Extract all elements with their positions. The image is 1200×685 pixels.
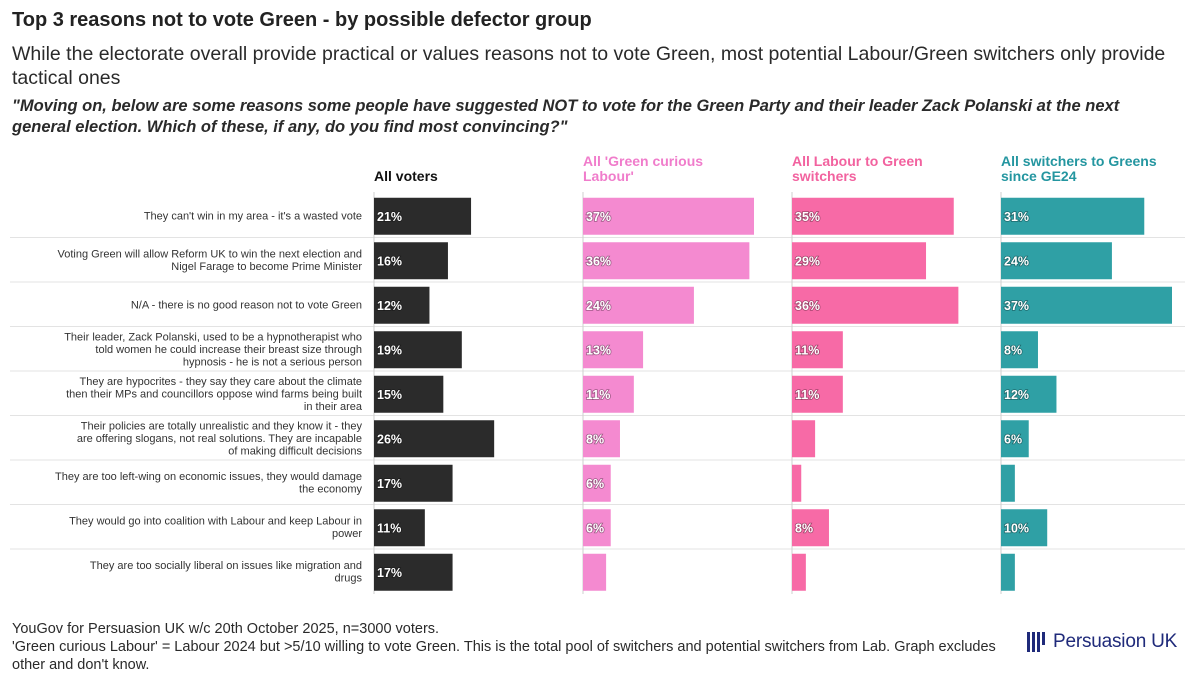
definition-note: 'Green curious Labour' = Labour 2024 but… (12, 639, 996, 673)
series-header: All switchers to Greens since GE24 (1001, 153, 1157, 184)
bar-value-label: 17% (377, 566, 402, 580)
bar (792, 464, 802, 502)
bar-value-label: 11% (377, 521, 401, 535)
bar (583, 509, 611, 547)
bar-value-label: 12% (1004, 388, 1029, 402)
bar-value-label: 6% (586, 521, 604, 535)
bar-value-label: 11% (795, 343, 819, 357)
bar (792, 420, 816, 458)
bar (374, 286, 430, 324)
bar-value-label: 36% (795, 299, 820, 313)
bar (1001, 242, 1112, 280)
bar (1001, 197, 1145, 235)
bar-value-label: 21% (377, 210, 402, 224)
category-label: Their leader, Zack Polanski, used to be … (64, 331, 362, 368)
category-label: They are too socially liberal on issues … (90, 560, 363, 585)
bar-value-label: 11% (586, 388, 610, 402)
bar (1001, 375, 1057, 413)
bar-value-label: 24% (1004, 254, 1029, 268)
bar-value-label: 26% (377, 432, 402, 446)
series-header: All 'Green curious Labour' (583, 153, 703, 184)
series-header: All Labour to Green switchers (792, 153, 923, 184)
bar (583, 420, 620, 458)
persuasion-logo-icon (1027, 632, 1045, 652)
bar-value-label: 13% (586, 343, 611, 357)
bar-value-label: 8% (586, 432, 604, 446)
bar (792, 331, 843, 369)
bar (374, 197, 472, 235)
bar (583, 553, 607, 591)
bar (792, 197, 954, 235)
survey-question: "Moving on, below are some reasons some … (12, 97, 1120, 136)
bar (374, 331, 462, 369)
bar (792, 242, 927, 280)
brand-name: Persuasion UK (1053, 631, 1178, 652)
category-label: They are hypocrites - they say they care… (66, 376, 363, 413)
bar-value-label: 24% (586, 299, 611, 313)
bar-value-label: 12% (377, 299, 402, 313)
bar-value-label: 36% (586, 254, 611, 268)
bar (374, 464, 453, 502)
bar-chart: They can't win in my area - it's a waste… (10, 153, 1185, 594)
bar (583, 464, 611, 502)
bar (374, 375, 444, 413)
bar-value-label: 6% (1004, 432, 1022, 446)
bar-value-label: 8% (1004, 343, 1022, 357)
bar-value-label: 10% (1004, 521, 1029, 535)
bar (792, 286, 959, 324)
series-header: All voters (374, 168, 438, 184)
bar (1001, 509, 1048, 547)
bar (374, 242, 448, 280)
bar (792, 553, 806, 591)
chart-subtitle: While the electorate overall provide pra… (12, 43, 1166, 89)
bar-value-label: 37% (1004, 299, 1029, 313)
bar (1001, 464, 1015, 502)
category-label: Voting Green will allow Reform UK to win… (58, 249, 363, 274)
bar (1001, 286, 1172, 324)
footer: YouGov for Persuasion UK w/c 20th Octobe… (12, 620, 1002, 674)
bar (583, 286, 694, 324)
bar-value-label: 29% (795, 254, 820, 268)
bar-value-label: 35% (795, 210, 820, 224)
category-label: They can't win in my area - it's a waste… (144, 210, 362, 222)
category-label: They are too left-wing on economic issue… (55, 471, 362, 496)
bar (583, 331, 644, 369)
bar (374, 509, 425, 547)
bar-value-label: 16% (377, 254, 402, 268)
bar-value-label: 19% (377, 343, 402, 357)
bar-value-label: 6% (586, 477, 604, 491)
source-note: YouGov for Persuasion UK w/c 20th Octobe… (12, 621, 440, 637)
bar (792, 509, 829, 547)
bar (1001, 420, 1029, 458)
bar-value-label: 15% (377, 388, 402, 402)
bar-value-label: 8% (795, 521, 813, 535)
category-label: N/A - there is no good reason not to vot… (131, 299, 362, 311)
bar-value-label: 17% (377, 477, 402, 491)
chart-title: Top 3 reasons not to vote Green - by pos… (12, 9, 592, 31)
bar-value-label: 37% (586, 210, 611, 224)
bar-value-label: 11% (795, 388, 819, 402)
bar-value-label: 31% (1004, 210, 1029, 224)
bar (1001, 331, 1038, 369)
bar (583, 197, 754, 235)
bar (374, 420, 495, 458)
bar (792, 375, 843, 413)
bar (1001, 553, 1015, 591)
bar (374, 553, 453, 591)
category-label: Their policies are totally unrealistic a… (77, 420, 363, 457)
brand-logo: Persuasion UK (1027, 631, 1177, 653)
bar (583, 242, 750, 280)
category-label: They would go into coalition with Labour… (69, 516, 362, 541)
bar (583, 375, 634, 413)
